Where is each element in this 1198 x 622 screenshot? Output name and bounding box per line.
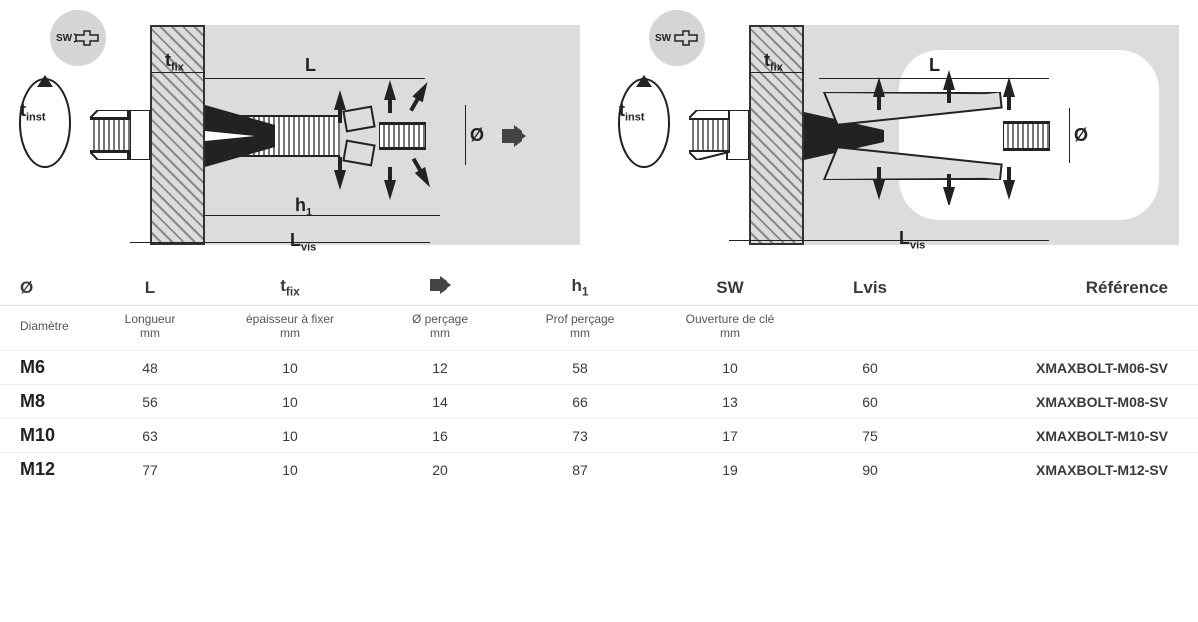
cell-dia: M12 [0,453,90,487]
table-row: M8561014661360XMAXBOLT-M08-SV [0,385,1198,419]
sub-drill: Ø perçagemm [370,306,510,351]
header-row-1: Ø L tfix h1 SW Lvis Référence [0,262,1198,306]
L-dim-line [205,78,425,79]
cell-h1: 58 [510,351,650,385]
cell-sw: 13 [650,385,810,419]
col-diameter: Ø [0,262,90,306]
cell-dia: M6 [0,351,90,385]
cell-ref: XMAXBOLT-M12-SV [930,453,1198,487]
cell-L: 48 [90,351,210,385]
col-drill [370,262,510,306]
cell-ref: XMAXBOLT-M10-SV [930,419,1198,453]
L-dim-line [819,78,1049,79]
table-row: M6481012581060XMAXBOLT-M06-SV [0,351,1198,385]
cell-sw: 10 [650,351,810,385]
diameter-dim-line [1069,108,1070,163]
header-row-2: Diamètre Longueurmm épaisseur à fixermm … [0,306,1198,351]
cell-drill: 16 [370,419,510,453]
sub-tfix: épaisseur à fixermm [210,306,370,351]
h1-dim-line [205,215,440,216]
expansion-arrows-icon [310,70,460,200]
sw-badge: SW [649,10,705,66]
L-label: L [305,55,316,76]
cell-lvis: 75 [810,419,930,453]
bolt-threads-outer [90,118,130,152]
expansion-arrows-icon [859,65,1059,205]
cell-h1: 87 [510,453,650,487]
tfix-label: tfix [165,50,184,74]
diagram-hollow-substrate: SW tinst tfix L [619,10,1178,250]
wrench-icon [673,29,699,47]
cell-lvis: 60 [810,385,930,419]
tfix-dim-line [749,72,804,73]
col-sw: SW [650,262,810,306]
tfix-dim-line [150,72,205,73]
diameter-dim-line [465,105,466,165]
cell-L: 63 [90,419,210,453]
table-row: M12771020871990XMAXBOLT-M12-SV [0,453,1198,487]
cell-h1: 66 [510,385,650,419]
cell-L: 77 [90,453,210,487]
tfix-label: tfix [764,50,783,74]
cell-h1: 73 [510,419,650,453]
diagram-row: SW tinst [0,0,1198,250]
cell-drill: 20 [370,453,510,487]
cell-dia: M8 [0,385,90,419]
specs-table: Ø L tfix h1 SW Lvis Référence Diamètre L… [0,262,1198,486]
col-tfix: tfix [210,262,370,306]
table-body: M6481012581060XMAXBOLT-M06-SVM8561014661… [0,351,1198,487]
diagram-solid-substrate: SW tinst [20,10,579,250]
table-row: M10631016731775XMAXBOLT-M10-SV [0,419,1198,453]
col-L: L [90,262,210,306]
sub-sw: Ouverture de clémm [650,306,810,351]
tinst-label: tinst [619,100,645,124]
diameter-label: Ø [470,125,484,146]
col-lvis: Lvis [810,262,930,306]
cell-drill: 14 [370,385,510,419]
tinst-label: tinst [20,100,46,124]
sub-L: Longueurmm [90,306,210,351]
cell-tfix: 10 [210,385,370,419]
cell-lvis: 90 [810,453,930,487]
cell-dia: M10 [0,419,90,453]
col-reference: Référence [930,262,1198,306]
sw-label: SW [655,33,671,44]
cell-ref: XMAXBOLT-M06-SV [930,351,1198,385]
bolt-threads-outer [689,118,729,152]
sw-badge: SW [50,10,106,66]
drill-icon [500,125,526,147]
cell-sw: 19 [650,453,810,487]
cell-drill: 12 [370,351,510,385]
col-h1: h1 [510,262,650,306]
Lvis-dim-line [729,240,1049,241]
cell-tfix: 10 [210,453,370,487]
Lvis-dim-line [130,242,430,243]
wrench-icon [74,29,100,47]
cell-ref: XMAXBOLT-M08-SV [930,385,1198,419]
sw-label: SW [56,33,72,44]
sub-lvis [810,306,930,351]
L-label: L [929,55,940,76]
sub-diameter: Diamètre [0,306,90,351]
diameter-label: Ø [1074,125,1088,146]
drill-icon [429,276,451,294]
sub-ref [930,306,1198,351]
cell-sw: 17 [650,419,810,453]
sub-h1: Prof perçagemm [510,306,650,351]
cell-lvis: 60 [810,351,930,385]
cell-tfix: 10 [210,351,370,385]
cell-tfix: 10 [210,419,370,453]
cell-L: 56 [90,385,210,419]
